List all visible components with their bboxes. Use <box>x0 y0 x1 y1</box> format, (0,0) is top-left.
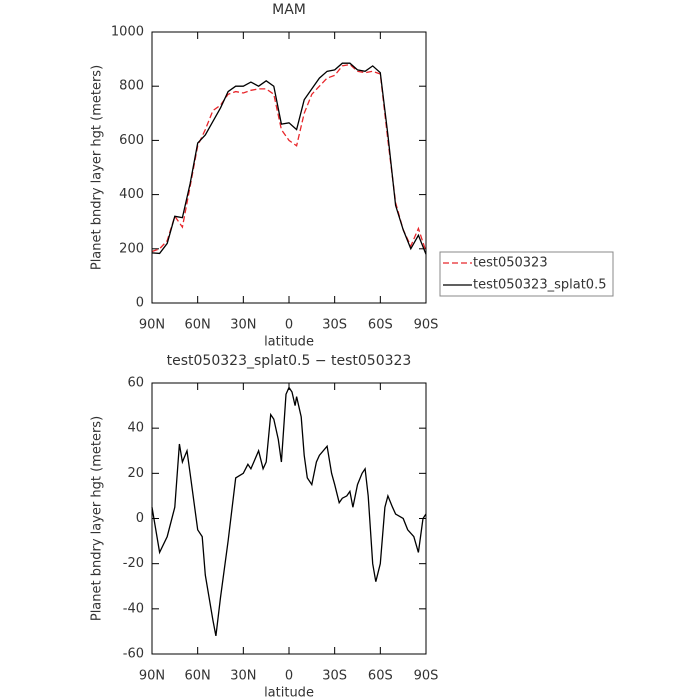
x-tick-label: 60N <box>185 669 211 684</box>
y-tick-label: 800 <box>119 79 144 94</box>
y-tick-label: -20 <box>123 556 144 571</box>
x-axis-label: latitude <box>264 686 314 700</box>
legend-label: test050323 <box>473 256 548 271</box>
chart-title: test050323_splat0.5 − test050323 <box>167 353 412 369</box>
x-tick-label: 30N <box>230 669 256 684</box>
y-tick-label: 60 <box>127 376 144 391</box>
y-tick-label: -40 <box>123 601 144 616</box>
y-tick-label: 20 <box>127 466 144 481</box>
y-tick-label: 0 <box>136 511 144 526</box>
x-tick-label: 60N <box>185 318 211 333</box>
data-line <box>151 386 427 637</box>
y-tick-label: 400 <box>119 187 144 202</box>
data-line <box>151 62 427 255</box>
x-tick-label: 60S <box>368 318 393 333</box>
x-tick-label: 90S <box>414 318 439 333</box>
plot-frame <box>151 31 427 304</box>
legend-label: test050323_splat0.5 <box>473 278 606 293</box>
x-tick-label: 90N <box>139 318 165 333</box>
y-tick-label: 200 <box>119 241 144 256</box>
x-tick-label: 30S <box>322 669 347 684</box>
x-tick-label: 0 <box>285 318 293 333</box>
plot-frame <box>151 382 427 655</box>
y-axis-label: Planet bndry layer hgt (meters) <box>90 65 105 270</box>
x-tick-label: 60S <box>368 669 393 684</box>
x-tick-label: 30N <box>230 318 256 333</box>
y-tick-label: 40 <box>127 421 144 436</box>
x-tick-label: 90N <box>139 669 165 684</box>
y-tick-label: 0 <box>136 296 144 311</box>
legend-box <box>439 251 614 297</box>
x-tick-label: 30S <box>322 318 347 333</box>
chart-title: MAM <box>272 2 306 18</box>
y-axis-label: Planet bndry layer hgt (meters) <box>90 416 105 621</box>
x-axis-label: latitude <box>264 335 314 350</box>
y-tick-label: -60 <box>123 647 144 662</box>
x-tick-label: 90S <box>414 669 439 684</box>
y-tick-label: 1000 <box>111 25 144 40</box>
data-line <box>151 63 427 253</box>
y-tick-label: 600 <box>119 133 144 148</box>
x-tick-label: 0 <box>285 669 293 684</box>
